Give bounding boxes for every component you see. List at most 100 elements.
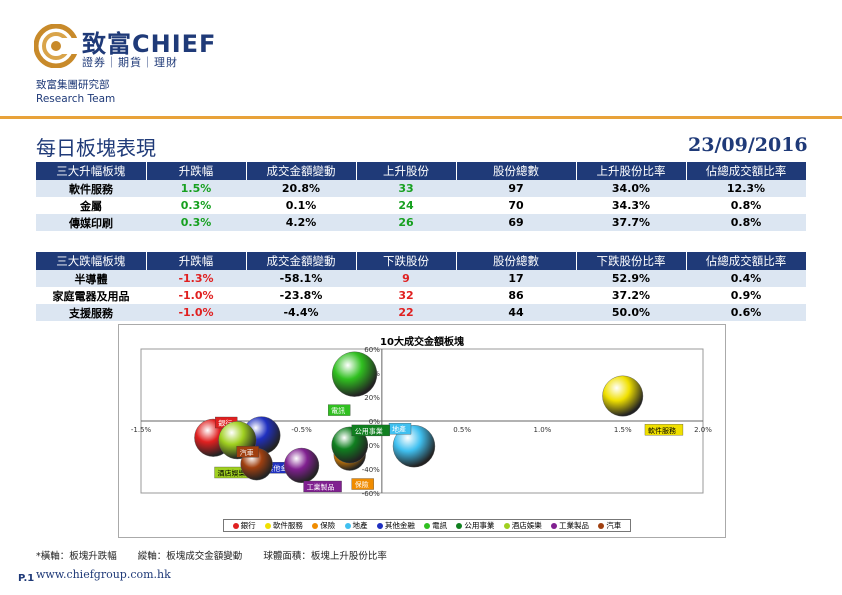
column-header: 成交金額變動 (246, 252, 357, 270)
table-row: 支援服務 -1.0% -4.4% 22 44 50.0% 0.6% (36, 304, 806, 321)
bubble-label: 電訊 (331, 406, 345, 415)
rising-count-cell: 26 (356, 214, 456, 231)
legend-label: 酒店娛樂 (511, 521, 542, 530)
x-tick-label: 1.0% (534, 426, 552, 434)
page-number: P.1 (18, 573, 35, 584)
website-link[interactable]: www.chiefgroup.com.hk (36, 568, 171, 581)
legend-item: 其他金融 (376, 520, 415, 531)
bubble-label: 酒店娛樂 (218, 469, 246, 478)
legend-marker (503, 522, 510, 529)
legend-label: 汽車 (606, 521, 622, 530)
change-cell: 0.3% (146, 214, 246, 231)
table-row: 軟件服務 1.5% 20.8% 33 97 34.0% 12.3% (36, 180, 806, 197)
legend-item: 工業製品 (551, 520, 589, 531)
legend-label: 保險 (320, 521, 336, 530)
column-header: 股份總數 (456, 252, 577, 270)
y-tick-label: 20% (364, 394, 380, 402)
falling-ratio-cell: 52.9% (576, 270, 686, 287)
rising-ratio-cell: 37.7% (576, 214, 686, 231)
total-count-cell: 69 (456, 214, 576, 231)
turnover-share-cell: 0.6% (686, 304, 806, 321)
y-tick-label: -60% (362, 490, 380, 498)
table-row: 傳媒印刷 0.3% 4.2% 26 69 37.7% 0.8% (36, 214, 806, 231)
sector-name: 軟件服務 (36, 180, 146, 197)
turnover-change-cell: -4.4% (246, 304, 356, 321)
column-header: 下跌股份 (356, 252, 457, 270)
legend-marker (456, 522, 463, 529)
chart-title: 10大成交金額板塊 (380, 337, 464, 348)
legend-item: 公用事業 (456, 520, 494, 531)
gainers-table: 三大升幅板塊 升跌幅 成交金額變動 上升股份 股份總數 上升股份比率 佔總成交額… (36, 162, 807, 231)
chart-legend: 銀行 軟件服務 保險 地產 其他金融 電訊 公用事業 酒店娛樂 工業製品 汽車 (223, 519, 631, 532)
legend-item: 保險 (312, 520, 335, 531)
change-cell: -1.0% (178, 289, 214, 302)
legend-marker (344, 522, 351, 529)
turnover-share-cell: 12.3% (686, 180, 806, 197)
losers-table: 三大跌幅板塊 升跌幅 成交金額變動 下跌股份 股份總數 下跌股份比率 佔總成交額… (36, 252, 807, 321)
bubble-chart-plot: -1.5%-1.0%-0.5%0.0%0.5%1.0%1.5%2.0%60%40… (131, 346, 712, 498)
legend-item: 電訊 (424, 520, 447, 531)
column-header: 佔總成交額比率 (686, 162, 807, 180)
falling-ratio-cell: 50.0% (576, 304, 686, 321)
rising-ratio-cell: 34.3% (611, 199, 651, 212)
bubble-label: 地產 (392, 425, 406, 434)
bubble-label: 其他金融 (266, 464, 294, 473)
y-tick-label: -40% (362, 466, 380, 474)
falling-count-cell: 32 (398, 289, 414, 302)
column-header: 下跌股份比率 (576, 252, 687, 270)
turnover-share-cell: 0.9% (730, 289, 762, 302)
y-tick-label: -20% (362, 442, 380, 450)
legend-label: 銀行 (240, 521, 256, 530)
department-chinese: 致富集團研究部 (36, 79, 110, 91)
rising-count-cell: 24 (398, 199, 414, 212)
legend-marker (551, 522, 558, 529)
header-divider (0, 116, 842, 119)
department-english: Research Team (36, 93, 116, 105)
bubble-label: 保險 (355, 480, 369, 489)
sector-name: 金屬 (80, 199, 102, 213)
falling-count-cell: 9 (356, 270, 456, 287)
sector-name: 半導體 (36, 270, 146, 287)
legend-marker (424, 522, 431, 529)
y-tick-label: 0% (369, 418, 380, 426)
turnover-share-cell: 0.8% (686, 214, 806, 231)
legend-label: 軟件服務 (272, 521, 303, 530)
total-count-cell: 44 (456, 304, 576, 321)
brand-name: 致富CHIEF (82, 30, 217, 58)
turnover-change-cell: -23.8% (279, 289, 323, 302)
bubble-label: 公用事業 (355, 426, 383, 435)
y-tick-label: 60% (364, 346, 380, 354)
legend-label: 電訊 (432, 521, 448, 530)
turnover-change-cell: 20.8% (246, 180, 356, 197)
legend-marker (312, 522, 319, 529)
logo-swirl-icon (34, 24, 78, 68)
bubble-label: 軟件服務 (648, 426, 676, 435)
sector-name: 支援服務 (36, 304, 146, 321)
legend-item: 地產 (344, 520, 368, 531)
rising-ratio-cell: 34.0% (576, 180, 686, 197)
turnover-change-cell: -58.1% (246, 270, 356, 287)
column-header: 升跌幅 (146, 162, 247, 180)
bubble-label: 銀行 (218, 419, 232, 428)
table-row: 半導體 -1.3% -58.1% 9 17 52.9% 0.4% (36, 270, 806, 287)
column-header: 三大跌幅板塊 (36, 252, 147, 270)
x-tick-label: 2.0% (694, 426, 712, 434)
brand-tagline: 證券｜期貨｜理財 (82, 56, 178, 69)
legend-item: 酒店娛樂 (503, 520, 542, 531)
total-count-cell: 86 (508, 289, 524, 302)
legend-marker (232, 522, 239, 529)
bubble-1 (602, 375, 644, 417)
table-row: 金屬 0.3% 0.1% 24 70 34.3% 0.8% (36, 197, 806, 214)
gainers-header-row: 三大升幅板塊 升跌幅 成交金額變動 上升股份 股份總數 上升股份比率 佔總成交額… (36, 162, 807, 180)
column-header: 升跌幅 (146, 252, 247, 270)
legend-label: 其他金融 (384, 521, 415, 530)
footnote-y-axis: 縱軸：板塊成交金額變動 (137, 551, 243, 562)
bubble-label: 汽車 (240, 448, 254, 457)
change-cell: 1.5% (146, 180, 246, 197)
sector-name: 傳媒印刷 (36, 214, 146, 231)
footnote-bubble-size: 球體面積：板塊上升股份比率 (263, 551, 387, 562)
change-cell: -1.0% (146, 304, 246, 321)
total-count-cell: 70 (508, 199, 524, 212)
bubble-label-box (351, 424, 390, 437)
legend-item: 汽車 (598, 520, 621, 531)
